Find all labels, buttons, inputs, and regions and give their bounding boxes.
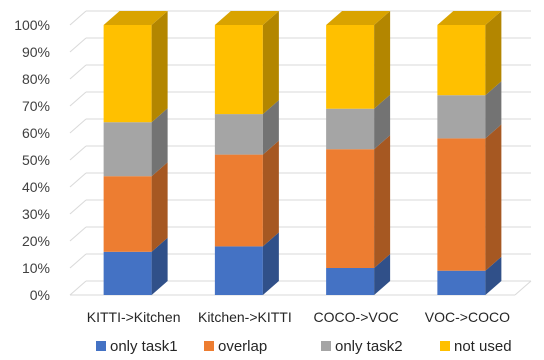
legend-label: overlap	[218, 338, 267, 355]
bar-only-task2	[437, 95, 486, 139]
bar-overlap-side	[262, 140, 279, 247]
bar-only-task2-side	[374, 94, 391, 150]
bar-only-task2-side	[151, 108, 168, 177]
bar-stack	[326, 11, 391, 295]
legend-item: only task2	[321, 338, 403, 355]
legend-label: only task2	[335, 338, 403, 355]
bar-stack	[437, 11, 502, 295]
gridline-diagonal	[69, 253, 87, 269]
bar-overlap-side	[374, 135, 391, 268]
bar-only-task2	[326, 108, 375, 150]
gridline-diagonal	[69, 37, 87, 53]
bar-overlap	[437, 138, 486, 271]
bar-only-task2-side	[262, 100, 279, 155]
gridline-diagonal	[69, 64, 87, 80]
bar-only-task1	[103, 251, 152, 295]
gridline-diagonal	[69, 226, 87, 242]
bar-not-used	[214, 25, 263, 115]
legend-swatch	[204, 341, 214, 351]
bar-not-used-side	[374, 11, 391, 109]
bar-not-used	[326, 25, 375, 109]
y-tick-label: 100%	[14, 17, 50, 33]
bar-only-task1-side	[374, 254, 391, 295]
y-tick-label: 50%	[22, 152, 50, 168]
bar-only-task1	[437, 270, 486, 295]
bar-overlap	[214, 154, 263, 247]
gridline-diagonal	[69, 199, 87, 215]
legend-item: only task1	[96, 338, 178, 355]
y-tick-label: 70%	[22, 98, 50, 114]
x-category-label: Kitchen->KITTI	[198, 309, 292, 325]
bar-only-task1-side	[485, 256, 502, 295]
bar-not-used	[437, 25, 486, 96]
bar-overlap	[103, 176, 152, 252]
bar-top-face	[103, 11, 168, 25]
bar-overlap-side	[485, 124, 502, 271]
legend: only task1 overlap only task2 not used	[96, 338, 512, 355]
bar-not-used	[103, 25, 152, 123]
x-category-label: VOC->COCO	[425, 309, 510, 325]
y-tick-label: 40%	[22, 179, 50, 195]
y-tick-label: 30%	[22, 206, 50, 222]
y-tick-label: 80%	[22, 71, 50, 87]
gridline-diagonal	[69, 145, 87, 161]
x-axis: KITTI->Kitchen Kitchen->KITTI COCO->VOC VOC…	[87, 309, 510, 325]
bar-not-used-side	[262, 11, 279, 115]
legend-item: overlap	[204, 338, 267, 355]
bar-not-used-side	[485, 11, 502, 96]
y-tick-label: 10%	[22, 260, 50, 276]
gridline-diagonal	[69, 280, 87, 296]
bar-only-task2-side	[485, 81, 502, 139]
bar-only-task1-side	[151, 237, 168, 295]
bar-overlap-side	[151, 162, 168, 252]
y-tick-label: 90%	[22, 44, 50, 60]
gridline-diagonal	[69, 10, 87, 26]
bar-stack	[214, 11, 279, 295]
bar-top-face	[214, 11, 279, 25]
legend-label: only task1	[110, 338, 178, 355]
bars	[103, 11, 502, 295]
bar-only-task1	[214, 246, 263, 295]
bar-top-face	[437, 11, 502, 25]
legend-item: not used	[440, 338, 512, 355]
bar-only-task1-side	[262, 232, 279, 295]
y-axis: 0% 10% 20% 30% 40% 50% 60% 70% 80% 90% 100%	[14, 17, 50, 303]
y-tick-label: 60%	[22, 125, 50, 141]
gridline-diagonal	[69, 172, 87, 188]
legend-swatch	[321, 341, 331, 351]
x-category-label: KITTI->Kitchen	[87, 309, 181, 325]
x-category-label: COCO->VOC	[314, 309, 399, 325]
bar-only-task2	[214, 114, 263, 155]
bar-not-used-side	[151, 11, 168, 123]
bar-only-task1	[326, 268, 375, 295]
legend-swatch	[440, 341, 450, 351]
legend-swatch	[96, 341, 106, 351]
y-tick-label: 0%	[30, 287, 50, 303]
bar-only-task2	[103, 122, 152, 177]
gridline-diagonal	[69, 118, 87, 134]
gridline-diagonal	[69, 91, 87, 107]
legend-label: not used	[454, 338, 512, 355]
bar-top-face	[326, 11, 391, 25]
bar-overlap	[326, 149, 375, 268]
bar-stack	[103, 11, 168, 295]
y-tick-label: 20%	[22, 233, 50, 249]
floor-right-edge	[514, 280, 532, 296]
